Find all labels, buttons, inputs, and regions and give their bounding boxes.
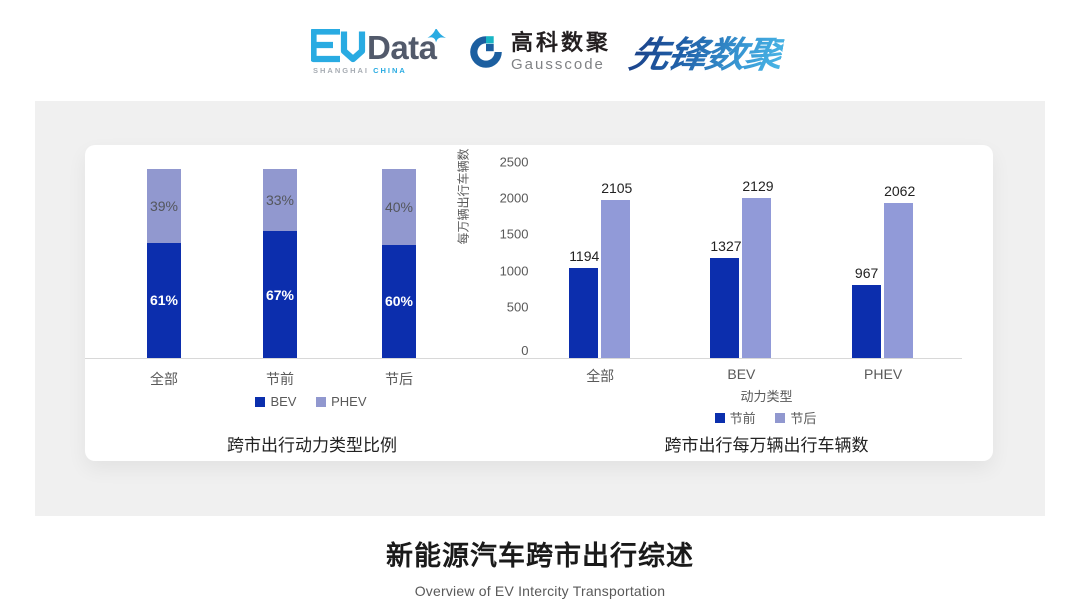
svg-text:SHANGHAI CHINA: SHANGHAI CHINA <box>313 66 407 75</box>
svg-text:Data: Data <box>367 29 438 66</box>
